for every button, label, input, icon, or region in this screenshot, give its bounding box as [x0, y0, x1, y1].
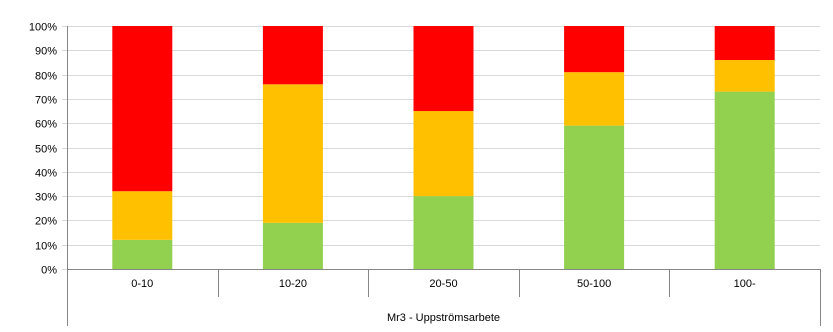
y-tick-label: 10%	[35, 241, 57, 253]
bar-segment	[112, 239, 173, 269]
bar-segment	[262, 84, 323, 223]
y-tick-label: 100%	[29, 22, 57, 34]
bar-segment	[112, 191, 173, 240]
bar-segment	[564, 26, 625, 73]
x-axis: 0-10 10-20 20-50 50-100 100- Mr3 - Uppströmsa…	[67, 269, 821, 326]
bar-segment	[714, 91, 775, 269]
y-tick-label: 40%	[35, 168, 57, 180]
bar-segment	[112, 26, 173, 192]
x-tick-label: 50-100	[577, 278, 611, 290]
y-tick-label: 50%	[35, 144, 57, 156]
bar-segment	[564, 72, 625, 126]
bar-segment	[262, 222, 323, 269]
x-group-label: Mr3 - Uppströmsarbete	[387, 312, 500, 324]
bar-segment	[413, 196, 474, 269]
x-tick-label: 0-10	[131, 278, 153, 290]
y-tick-label: 70%	[35, 95, 57, 107]
x-tick-label: 10-20	[279, 278, 307, 290]
bars	[112, 26, 775, 269]
bar-segment	[564, 125, 625, 269]
y-tick-label: 60%	[35, 119, 57, 131]
bar-segment	[413, 111, 474, 197]
y-axis: 0% 10% 20% 30% 40% 50% 60% 70% 80% 90% 100%	[29, 22, 68, 277]
y-tick-label: 80%	[35, 71, 57, 83]
bar-segment	[714, 26, 775, 61]
x-tick-label: 20-50	[429, 278, 457, 290]
x-tick-label: 100-	[734, 278, 756, 290]
bar-segment	[262, 26, 323, 85]
bar-segment	[714, 60, 775, 92]
y-tick-label: 30%	[35, 192, 57, 204]
y-tick-label: 20%	[35, 216, 57, 228]
bar-segment	[413, 26, 474, 112]
y-tick-label: 0%	[41, 265, 57, 277]
y-tick-label: 90%	[35, 46, 57, 58]
